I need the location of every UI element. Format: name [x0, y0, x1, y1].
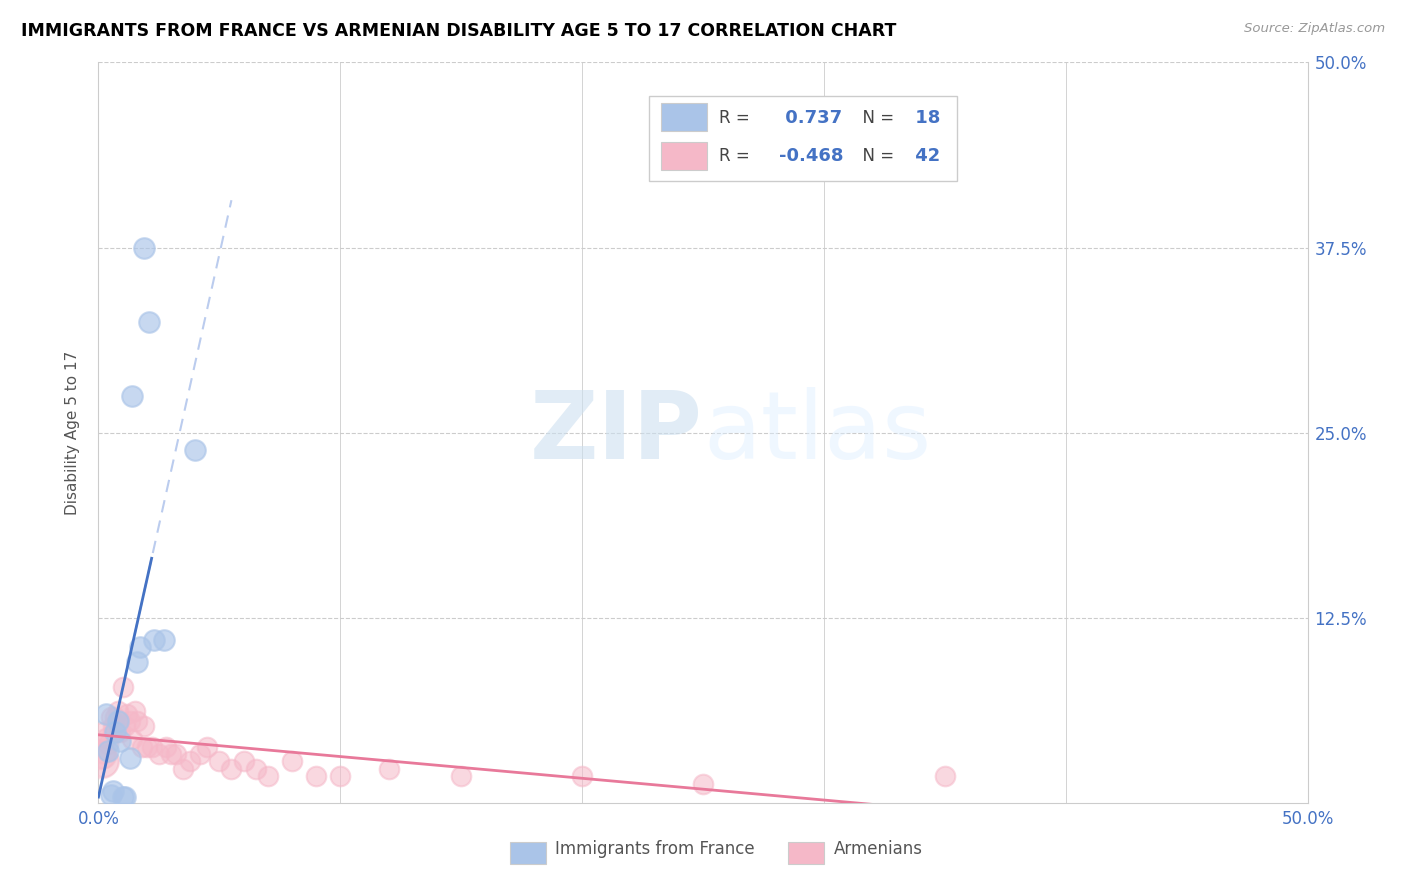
Point [143, 632, 166, 647]
Point [134, 240, 156, 255]
Point [134, 719, 156, 733]
Point [97, 737, 120, 751]
Point [104, 724, 127, 739]
Point [101, 719, 124, 733]
Point [121, 388, 143, 402]
Point [118, 714, 141, 729]
Point [152, 632, 174, 647]
Point [179, 755, 201, 769]
Text: -0.468: -0.468 [779, 147, 844, 165]
Point [100, 710, 122, 724]
Point [107, 714, 129, 729]
Point [934, 769, 956, 783]
Point [128, 640, 150, 655]
Point [94, 706, 117, 721]
Point [111, 681, 134, 695]
Point [188, 747, 211, 761]
Point [305, 769, 328, 783]
Text: N =: N = [852, 109, 894, 127]
Point [329, 769, 352, 783]
Text: R =: R = [718, 147, 749, 165]
FancyBboxPatch shape [661, 103, 707, 131]
Point [111, 789, 134, 804]
Point [184, 443, 207, 458]
Point [100, 789, 122, 803]
Point [232, 755, 254, 769]
Point [127, 714, 149, 729]
Point [131, 739, 153, 754]
Point [155, 739, 177, 754]
Point [101, 784, 124, 798]
Point [121, 732, 143, 747]
Text: Armenians: Armenians [834, 840, 922, 858]
Point [94, 731, 117, 745]
Point [91, 724, 114, 739]
Point [256, 769, 278, 783]
Point [141, 739, 163, 754]
FancyBboxPatch shape [661, 142, 707, 169]
Text: N =: N = [852, 147, 894, 165]
Point [117, 706, 139, 721]
Text: atlas: atlas [703, 386, 931, 479]
Point [172, 762, 194, 776]
Point [91, 744, 114, 758]
Point [221, 762, 243, 776]
Text: 0.737: 0.737 [779, 109, 842, 127]
Point [107, 704, 129, 718]
FancyBboxPatch shape [787, 842, 824, 864]
FancyBboxPatch shape [509, 842, 546, 864]
Point [91, 748, 114, 763]
Text: ZIP: ZIP [530, 386, 703, 479]
Point [101, 724, 124, 739]
Point [450, 769, 472, 783]
Point [281, 755, 304, 769]
Point [571, 769, 593, 783]
Text: Immigrants from France: Immigrants from France [555, 840, 755, 858]
Point [148, 747, 170, 761]
Y-axis label: Disability Age 5 to 17: Disability Age 5 to 17 [65, 351, 80, 515]
Point [208, 755, 231, 769]
Point [107, 719, 129, 733]
Point [97, 744, 120, 758]
Point [118, 751, 141, 765]
Point [114, 719, 136, 733]
Text: 18: 18 [908, 109, 941, 127]
Point [692, 776, 714, 790]
Point [377, 762, 399, 776]
Text: IMMIGRANTS FROM FRANCE VS ARMENIAN DISABILITY AGE 5 TO 17 CORRELATION CHART: IMMIGRANTS FROM FRANCE VS ARMENIAN DISAB… [21, 22, 897, 40]
Point [108, 724, 131, 739]
Point [245, 762, 267, 776]
Text: R =: R = [718, 109, 749, 127]
Point [195, 739, 218, 754]
Point [124, 704, 146, 718]
Point [127, 655, 149, 669]
Point [104, 710, 127, 724]
Point [165, 747, 187, 761]
Point [114, 789, 136, 804]
Point [91, 755, 114, 769]
Point [138, 314, 160, 328]
Text: 42: 42 [908, 147, 939, 165]
Text: Source: ZipAtlas.com: Source: ZipAtlas.com [1244, 22, 1385, 36]
Point [160, 747, 183, 761]
Point [90, 748, 112, 763]
Point [135, 739, 157, 754]
Point [108, 733, 131, 747]
FancyBboxPatch shape [648, 95, 957, 181]
Point [90, 755, 112, 769]
